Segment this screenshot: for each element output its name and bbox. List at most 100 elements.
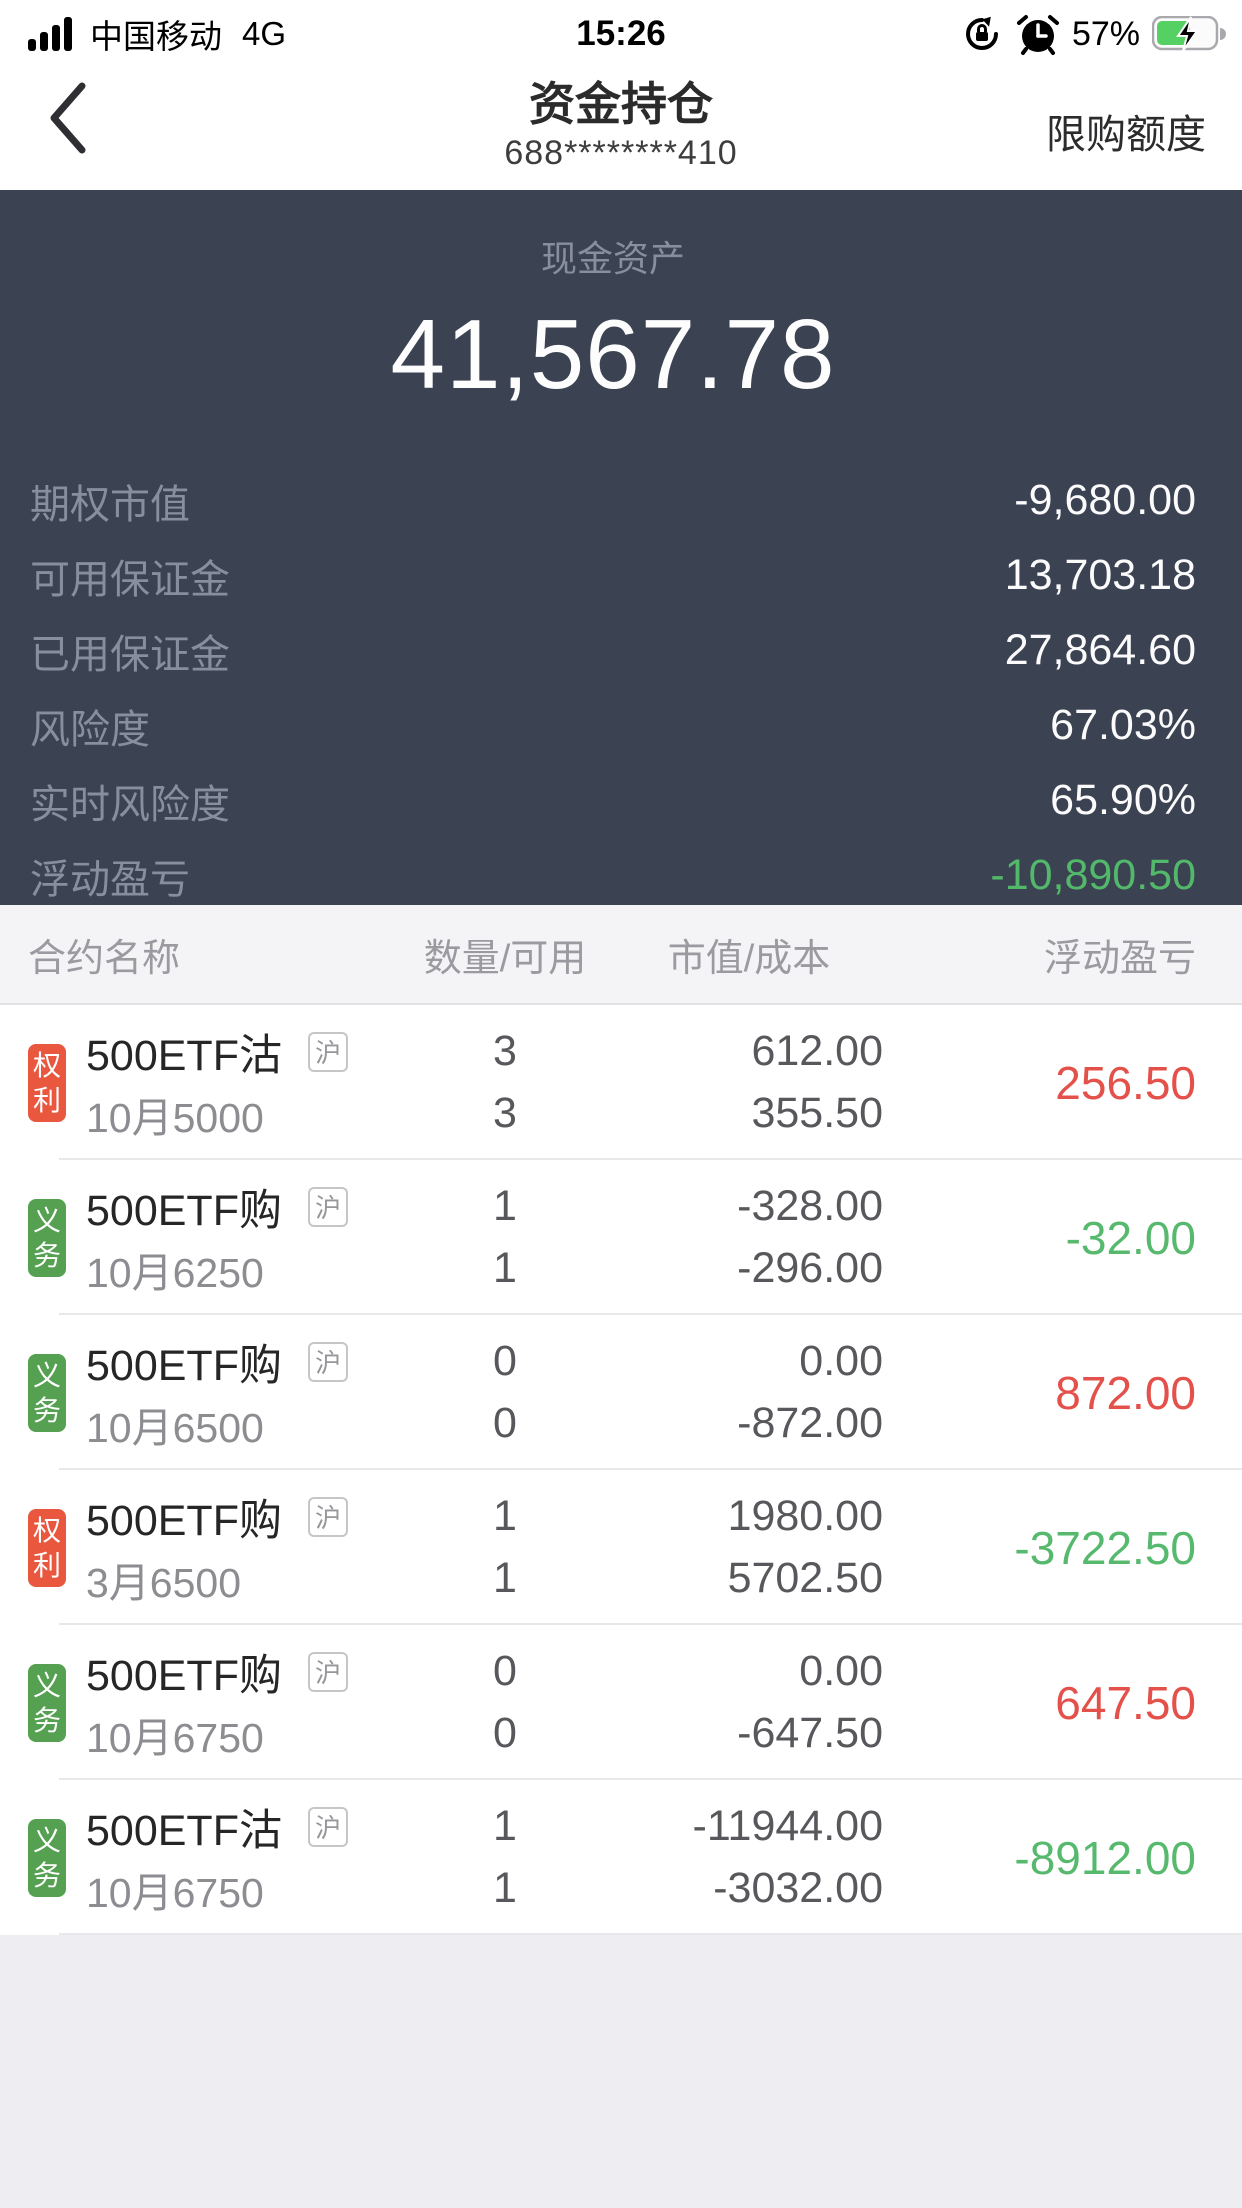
quantity-value: 0	[493, 1337, 517, 1385]
floating-pnl-value: -10,890.50	[990, 851, 1196, 899]
stat-value: 65.90%	[1050, 776, 1196, 824]
table-row[interactable]: 义务 500ETF沽 沪 10月6750 1 1 -11944.00 -3032…	[0, 1780, 1242, 1935]
positions-table: 权利 500ETF沽 沪 10月5000 3 3 612.00 355.50 2…	[0, 1005, 1242, 1935]
stat-value: 27,864.60	[1004, 626, 1196, 674]
pnl-value: -3722.50	[1014, 1521, 1196, 1574]
bottom-filler	[0, 1935, 1242, 2208]
pnl-value: 647.50	[1055, 1676, 1196, 1729]
shanghai-market-badge: 沪	[307, 1806, 348, 1847]
contract-name: 500ETF购	[86, 1651, 282, 1700]
available-value: 1	[493, 1244, 517, 1292]
purchase-limit-button[interactable]: 限购额度	[1046, 113, 1206, 157]
contract-detail: 10月6250	[86, 1249, 264, 1296]
column-header-value: 市值/成本	[667, 937, 831, 980]
nav-bar: 资金持仓 688********410 限购额度	[0, 62, 1242, 190]
signal-bars-icon	[28, 17, 76, 51]
cash-assets-value: 41,567.78	[390, 299, 836, 409]
pnl-value: -8912.00	[1014, 1831, 1196, 1884]
shanghai-market-badge: 沪	[307, 1031, 348, 1072]
market-value: 612.00	[751, 1027, 883, 1075]
shanghai-market-badge: 沪	[307, 1186, 348, 1227]
positions-table-header: 合约名称 数量/可用 市值/成本 浮动盈亏	[0, 905, 1242, 1005]
back-button[interactable]	[44, 80, 94, 156]
market-value: -328.00	[737, 1182, 883, 1230]
available-value: 1	[493, 1864, 517, 1912]
cost-value: -872.00	[737, 1399, 883, 1447]
table-row[interactable]: 权利 500ETF购 沪 3月6500 1 1 1980.00 5702.50 …	[0, 1470, 1242, 1625]
account-number: 688********410	[504, 133, 738, 172]
obligation-badge: 义务	[28, 1663, 66, 1742]
stat-value: 67.03%	[1050, 701, 1196, 749]
status-right: 57%	[960, 12, 1226, 56]
table-row[interactable]: 义务 500ETF购 沪 10月6750 0 0 0.00 -647.50 64…	[0, 1625, 1242, 1780]
quantity-value: 1	[493, 1802, 517, 1850]
table-row[interactable]: 义务 500ETF购 沪 10月6250 1 1 -328.00 -296.00…	[0, 1160, 1242, 1315]
summary-row: 可用保证金 13,703.18	[30, 538, 1196, 613]
cost-value: -3032.00	[713, 1864, 883, 1912]
cost-value: 355.50	[751, 1089, 883, 1137]
contract-detail: 10月6750	[86, 1869, 264, 1916]
status-bar: 中国移动 4G 15:26	[0, 0, 1242, 62]
stat-label: 期权市值	[30, 482, 190, 527]
quantity-value: 1	[493, 1492, 517, 1540]
market-value: 0.00	[799, 1647, 883, 1695]
quantity-value: 1	[493, 1182, 517, 1230]
market-value: 1980.00	[727, 1492, 883, 1540]
contract-name: 500ETF购	[86, 1186, 282, 1235]
available-value: 3	[493, 1089, 517, 1137]
table-row[interactable]: 权利 500ETF沽 沪 10月5000 3 3 612.00 355.50 2…	[0, 1005, 1242, 1160]
rights-badge: 权利	[28, 1508, 66, 1587]
cost-value: 5702.50	[727, 1554, 883, 1602]
alarm-clock-icon	[1016, 12, 1060, 56]
column-header-pnl: 浮动盈亏	[1043, 937, 1196, 980]
summary-rows: 期权市值 -9,680.00 可用保证金 13,703.18 已用保证金 27,…	[30, 463, 1196, 913]
pnl-value: -32.00	[1065, 1211, 1196, 1264]
summary-row: 已用保证金 27,864.60	[30, 613, 1196, 688]
cost-value: -296.00	[737, 1244, 883, 1292]
stat-label: 风险度	[30, 707, 150, 752]
obligation-badge: 义务	[28, 1198, 66, 1277]
pnl-value: 872.00	[1055, 1366, 1196, 1419]
stat-label: 浮动盈亏	[30, 857, 190, 902]
available-value: 1	[493, 1554, 517, 1602]
contract-detail: 10月6750	[86, 1714, 264, 1761]
battery-charging-icon	[1152, 16, 1226, 52]
cash-assets-label: 现金资产	[540, 238, 685, 279]
page-title: 资金持仓	[529, 78, 713, 131]
stat-value: 13,703.18	[1004, 551, 1196, 599]
contract-name: 500ETF购	[86, 1496, 282, 1545]
column-header-contract: 合约名称	[28, 937, 181, 980]
summary-row: 浮动盈亏 -10,890.50	[30, 838, 1196, 913]
obligation-badge: 义务	[28, 1818, 66, 1897]
column-header-quantity: 数量/可用	[423, 937, 587, 980]
shanghai-market-badge: 沪	[307, 1651, 348, 1692]
carrier-label: 中国移动	[90, 18, 222, 55]
available-value: 0	[493, 1399, 517, 1447]
market-value: -11944.00	[692, 1802, 883, 1850]
pnl-value: 256.50	[1055, 1056, 1196, 1109]
stat-label: 可用保证金	[30, 557, 230, 602]
contract-name: 500ETF沽	[86, 1031, 282, 1080]
shanghai-market-badge: 沪	[307, 1341, 348, 1382]
network-label: 4G	[242, 15, 287, 52]
contract-name: 500ETF购	[86, 1341, 282, 1390]
shanghai-market-badge: 沪	[307, 1496, 348, 1537]
rotation-lock-icon	[960, 12, 1004, 56]
table-row[interactable]: 义务 500ETF购 沪 10月6500 0 0 0.00 -872.00 87…	[0, 1315, 1242, 1470]
summary-row: 实时风险度 65.90%	[30, 763, 1196, 838]
summary-row: 期权市值 -9,680.00	[30, 463, 1196, 538]
quantity-value: 3	[493, 1027, 517, 1075]
cost-value: -647.50	[737, 1709, 883, 1757]
rights-badge: 权利	[28, 1043, 66, 1122]
market-value: 0.00	[799, 1337, 883, 1385]
stat-label: 实时风险度	[30, 782, 230, 827]
funds-summary-panel: 现金资产 41,567.78 期权市值 -9,680.00 可用保证金 13,7…	[0, 190, 1242, 905]
contract-detail: 10月6500	[86, 1404, 264, 1451]
stat-label: 已用保证金	[30, 632, 230, 677]
summary-row: 风险度 67.03%	[30, 688, 1196, 763]
obligation-badge: 义务	[28, 1353, 66, 1432]
contract-detail: 3月6500	[86, 1559, 242, 1606]
available-value: 0	[493, 1709, 517, 1757]
stat-value: -9,680.00	[1014, 476, 1196, 524]
